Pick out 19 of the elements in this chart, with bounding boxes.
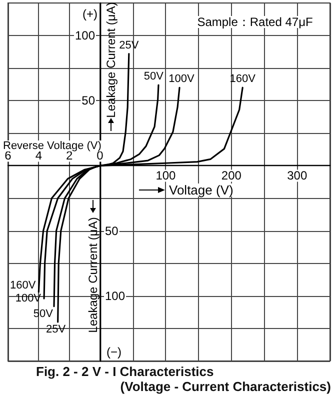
series-label: 100V	[168, 73, 196, 86]
series-label: 160V	[10, 280, 36, 292]
text: Fig. 2 - 2 V - I Characteristics	[35, 364, 215, 379]
text: (Voltage - Current Characteristics)	[119, 379, 332, 394]
x-tick-label: 6	[4, 148, 12, 163]
y-axis-title: Leakage Current (μA)	[104, 2, 118, 118]
y-axis-title: Leakage Current (μA)	[86, 217, 100, 333]
y-tick-label: 50	[105, 224, 119, 238]
x-axis-title: Voltage (V)	[169, 182, 234, 198]
series-label: 50V	[144, 70, 164, 83]
x-axis-title: Reverse Voltage (V)	[3, 140, 102, 152]
x-tick-label: 200	[221, 168, 242, 183]
annotation: (−)	[106, 345, 122, 359]
y-tick-label: 50	[82, 94, 96, 108]
annotation: Sample：Rated 47μF	[197, 15, 313, 29]
x-tick-label: 300	[287, 168, 308, 183]
x-tick-label: 4	[35, 148, 42, 163]
x-tick-label: 100	[156, 168, 176, 183]
annotation: (+)	[82, 7, 98, 21]
